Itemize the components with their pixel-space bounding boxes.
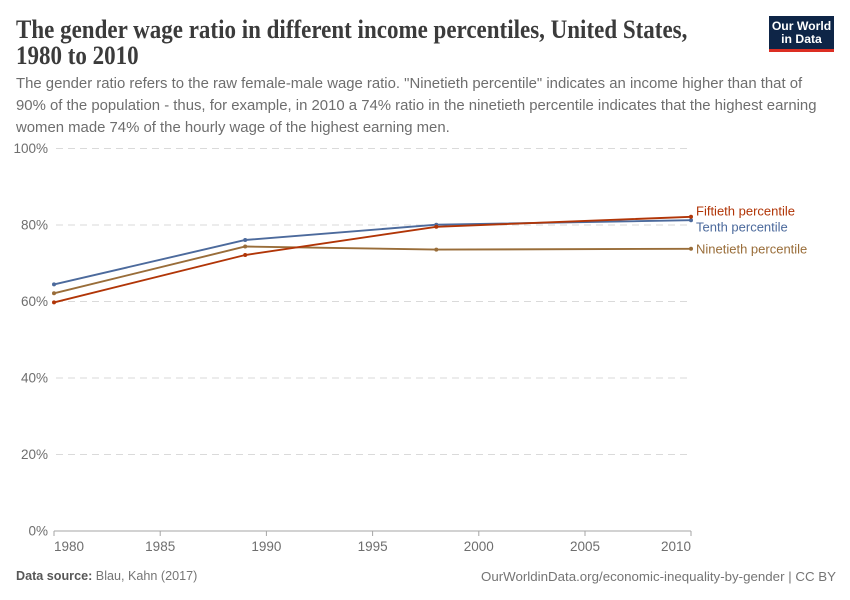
svg-text:2010: 2010 xyxy=(661,539,691,554)
svg-text:1980: 1980 xyxy=(54,539,84,554)
svg-text:60%: 60% xyxy=(21,294,48,309)
svg-text:Fiftieth percentile: Fiftieth percentile xyxy=(696,204,795,219)
svg-text:100%: 100% xyxy=(13,141,48,156)
svg-text:Ninetieth percentile: Ninetieth percentile xyxy=(696,242,807,257)
svg-text:2005: 2005 xyxy=(570,539,600,554)
svg-text:Tenth percentile: Tenth percentile xyxy=(696,220,788,235)
svg-text:0%: 0% xyxy=(28,524,48,539)
svg-text:20%: 20% xyxy=(21,447,48,462)
svg-text:40%: 40% xyxy=(21,371,48,386)
svg-text:1995: 1995 xyxy=(358,539,388,554)
svg-text:1985: 1985 xyxy=(145,539,175,554)
svg-text:2000: 2000 xyxy=(464,539,494,554)
svg-text:1990: 1990 xyxy=(251,539,281,554)
svg-text:80%: 80% xyxy=(21,218,48,233)
